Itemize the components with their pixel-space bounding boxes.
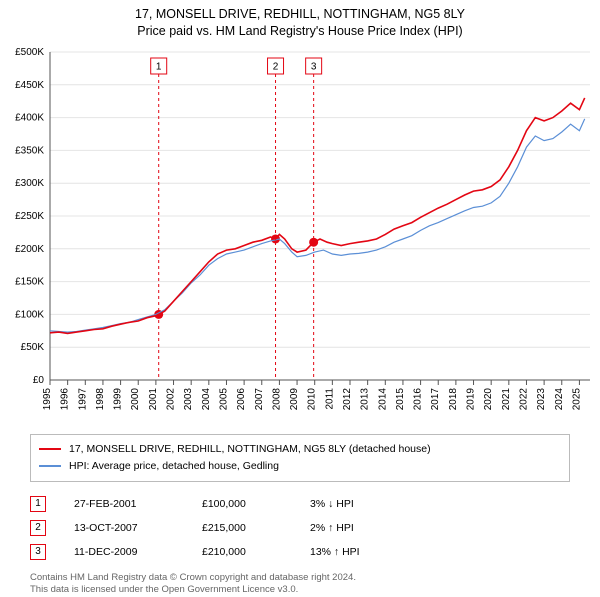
svg-text:2002: 2002 — [166, 388, 177, 411]
legend-swatch-a — [39, 448, 61, 450]
legend-label-b: HPI: Average price, detached house, Gedl… — [69, 458, 279, 475]
svg-text:3: 3 — [311, 62, 317, 73]
svg-text:1996: 1996 — [60, 388, 71, 411]
svg-text:2016: 2016 — [413, 388, 424, 411]
svg-text:2024: 2024 — [554, 388, 565, 411]
chart-svg: £0 £50K £100K £150K £200K £250K £300K £350K £400… — [0, 42, 600, 430]
svg-text:1995: 1995 — [42, 388, 53, 411]
svg-text:2017: 2017 — [430, 388, 441, 411]
svg-text:2004: 2004 — [201, 388, 212, 411]
txn-row: 2 13-OCT-2007 £215,000 2% ↑ HPI — [30, 516, 570, 540]
svg-text:£50K: £50K — [21, 342, 45, 353]
svg-text:£100K: £100K — [15, 309, 44, 320]
txn-hpi: 2% ↑ HPI — [310, 522, 410, 534]
legend-label-a: 17, MONSELL DRIVE, REDHILL, NOTTINGHAM, … — [69, 441, 431, 458]
title-line-1: 17, MONSELL DRIVE, REDHILL, NOTTINGHAM, … — [0, 6, 600, 23]
svg-text:2000: 2000 — [130, 388, 141, 411]
txn-price: £100,000 — [202, 498, 282, 510]
footnote-line-1: Contains HM Land Registry data © Crown c… — [30, 572, 570, 585]
svg-text:£0: £0 — [33, 375, 45, 386]
legend-swatch-b — [39, 465, 61, 467]
svg-text:2018: 2018 — [448, 388, 459, 411]
svg-text:2: 2 — [273, 62, 279, 73]
svg-text:1998: 1998 — [95, 388, 106, 411]
chart-area: £0 £50K £100K £150K £200K £250K £300K £350K £400… — [0, 42, 600, 430]
legend-row-a: 17, MONSELL DRIVE, REDHILL, NOTTINGHAM, … — [39, 441, 561, 458]
txn-date: 13-OCT-2007 — [74, 522, 174, 534]
txn-number-badge: 1 — [30, 496, 46, 512]
txn-row: 1 27-FEB-2001 £100,000 3% ↓ HPI — [30, 492, 570, 516]
svg-text:2013: 2013 — [360, 388, 371, 411]
svg-text:2021: 2021 — [501, 388, 512, 411]
svg-text:2014: 2014 — [377, 388, 388, 411]
svg-text:1999: 1999 — [113, 388, 124, 411]
txn-row: 3 11-DEC-2009 £210,000 13% ↑ HPI — [30, 540, 570, 564]
svg-text:2019: 2019 — [466, 388, 477, 411]
svg-text:2015: 2015 — [395, 388, 406, 411]
transactions-table: 1 27-FEB-2001 £100,000 3% ↓ HPI 2 13-OCT… — [30, 492, 570, 564]
svg-text:2023: 2023 — [536, 388, 547, 411]
svg-text:£200K: £200K — [15, 244, 44, 255]
txn-price: £210,000 — [202, 546, 282, 558]
txn-date: 11-DEC-2009 — [74, 546, 174, 558]
svg-text:1: 1 — [156, 62, 162, 73]
txn-hpi: 3% ↓ HPI — [310, 498, 410, 510]
txn-date: 27-FEB-2001 — [74, 498, 174, 510]
svg-text:£350K: £350K — [15, 145, 44, 156]
svg-text:£300K: £300K — [15, 178, 44, 189]
txn-number-badge: 3 — [30, 544, 46, 560]
svg-text:1997: 1997 — [77, 388, 88, 411]
title-block: 17, MONSELL DRIVE, REDHILL, NOTTINGHAM, … — [0, 0, 600, 40]
svg-text:2011: 2011 — [324, 388, 335, 410]
footer: 17, MONSELL DRIVE, REDHILL, NOTTINGHAM, … — [30, 434, 570, 597]
footnote-line-2: This data is licensed under the Open Gov… — [30, 584, 570, 597]
svg-text:£150K: £150K — [15, 277, 44, 288]
svg-text:2010: 2010 — [307, 388, 318, 411]
svg-text:2022: 2022 — [518, 388, 529, 411]
chart-container: 17, MONSELL DRIVE, REDHILL, NOTTINGHAM, … — [0, 0, 600, 590]
svg-text:£250K: £250K — [15, 211, 44, 222]
title-line-2: Price paid vs. HM Land Registry's House … — [0, 23, 600, 40]
svg-text:2006: 2006 — [236, 388, 247, 411]
svg-text:2007: 2007 — [254, 388, 265, 411]
txn-number-badge: 2 — [30, 520, 46, 536]
svg-text:2005: 2005 — [218, 388, 229, 411]
svg-text:£450K: £450K — [15, 80, 44, 91]
txn-price: £215,000 — [202, 522, 282, 534]
legend-box: 17, MONSELL DRIVE, REDHILL, NOTTINGHAM, … — [30, 434, 570, 482]
svg-text:£400K: £400K — [15, 113, 44, 124]
svg-text:2020: 2020 — [483, 388, 494, 411]
svg-text:2008: 2008 — [271, 388, 282, 411]
svg-text:2012: 2012 — [342, 388, 353, 411]
legend-row-b: HPI: Average price, detached house, Gedl… — [39, 458, 561, 475]
txn-hpi: 13% ↑ HPI — [310, 546, 410, 558]
svg-text:2001: 2001 — [148, 388, 159, 411]
footnote: Contains HM Land Registry data © Crown c… — [30, 572, 570, 597]
svg-text:2003: 2003 — [183, 388, 194, 411]
svg-text:2025: 2025 — [571, 388, 582, 411]
svg-text:£500K: £500K — [15, 47, 44, 58]
svg-text:2009: 2009 — [289, 388, 300, 411]
